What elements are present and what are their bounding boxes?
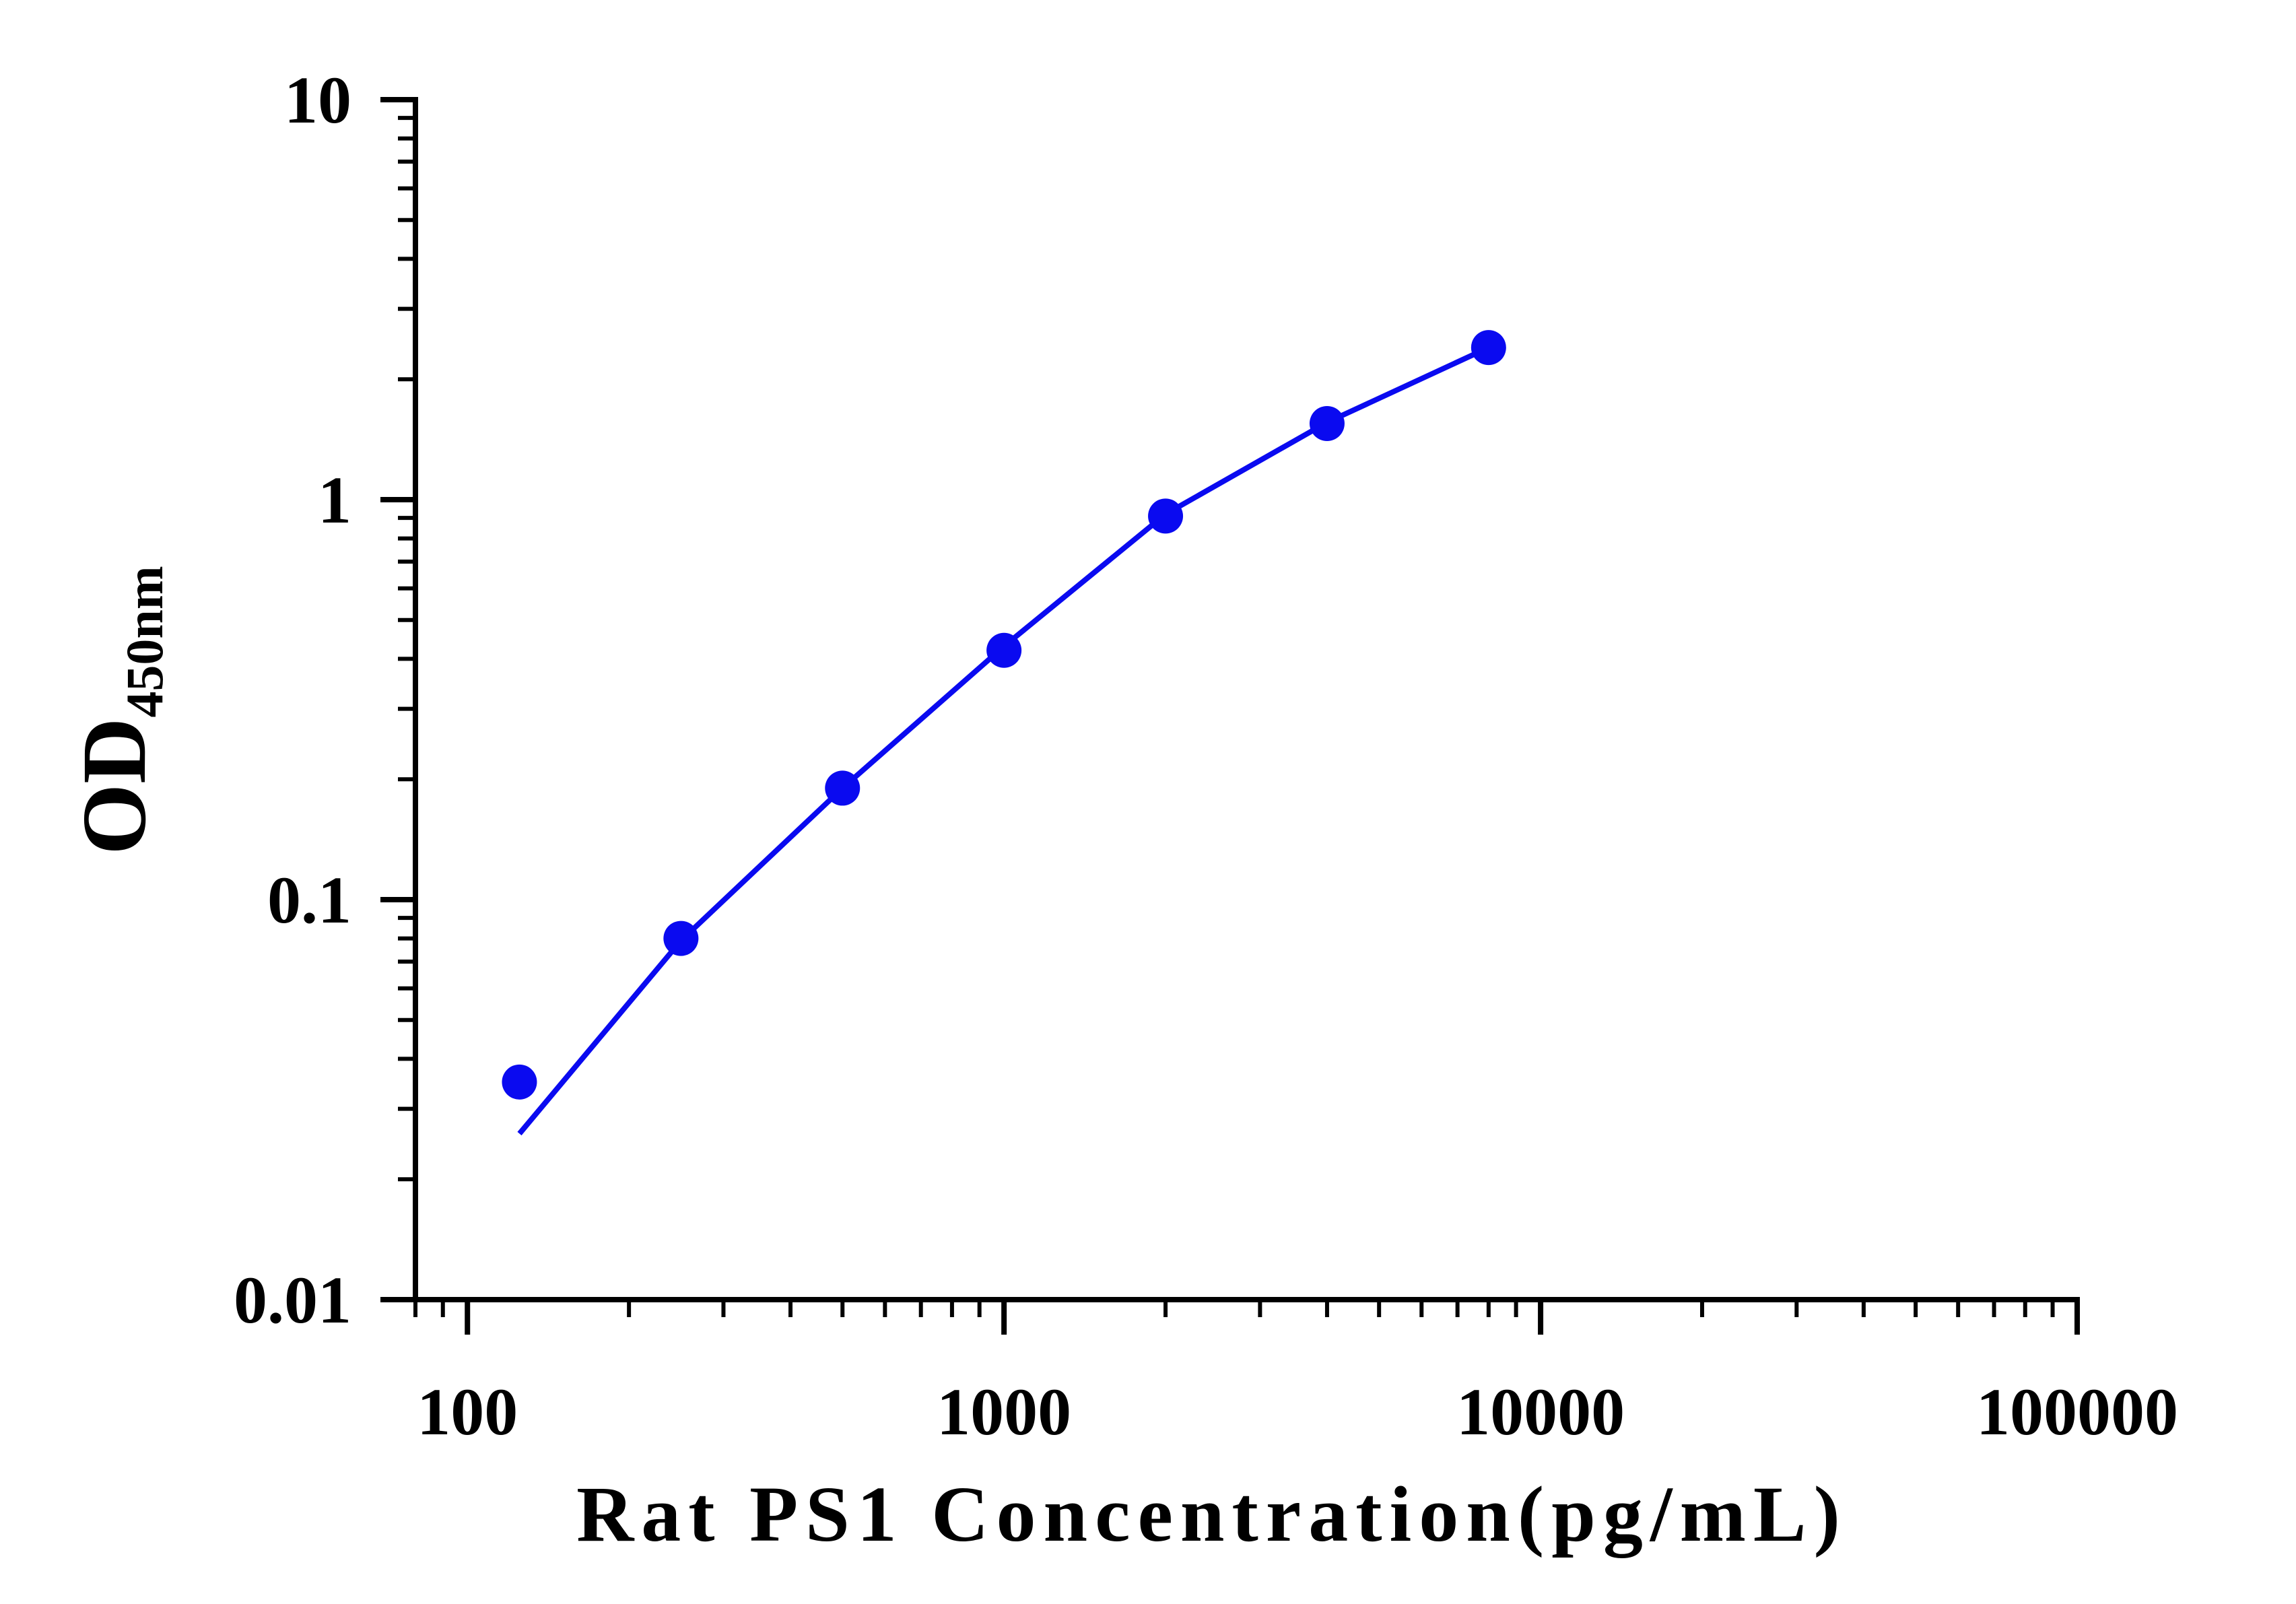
y-tick-label: 10 <box>284 63 351 137</box>
y-axis-title-subscript: 450nm <box>115 566 174 717</box>
y-axis-title: OD450nm <box>64 566 174 855</box>
data-point <box>1148 498 1184 534</box>
data-point <box>825 770 860 806</box>
data-point <box>1309 405 1345 441</box>
data-point <box>663 921 699 956</box>
y-axis-title-main: OD <box>64 718 165 855</box>
y-tick-label: 0.1 <box>267 863 351 937</box>
data-points <box>502 330 1506 1100</box>
y-tick-label: 1 <box>318 463 351 537</box>
x-axis-title: Rat PS1 Concentration(pg/mL) <box>576 1470 1848 1558</box>
axes: 0.01 0.1 1 10 100 1000 10000 100000 <box>234 63 2178 1449</box>
data-point <box>986 632 1022 668</box>
x-tick-label: 100000 <box>1976 1374 2178 1449</box>
data-point <box>502 1064 537 1100</box>
y-tick-label: 0.01 <box>234 1263 351 1337</box>
fit-curve-group <box>517 345 1490 1136</box>
x-tick-label: 100 <box>417 1374 518 1449</box>
x-tick-label: 1000 <box>937 1374 1071 1449</box>
x-tick-label: 10000 <box>1456 1374 1625 1449</box>
data-point <box>1471 330 1506 366</box>
fit-curve <box>517 345 1490 1136</box>
